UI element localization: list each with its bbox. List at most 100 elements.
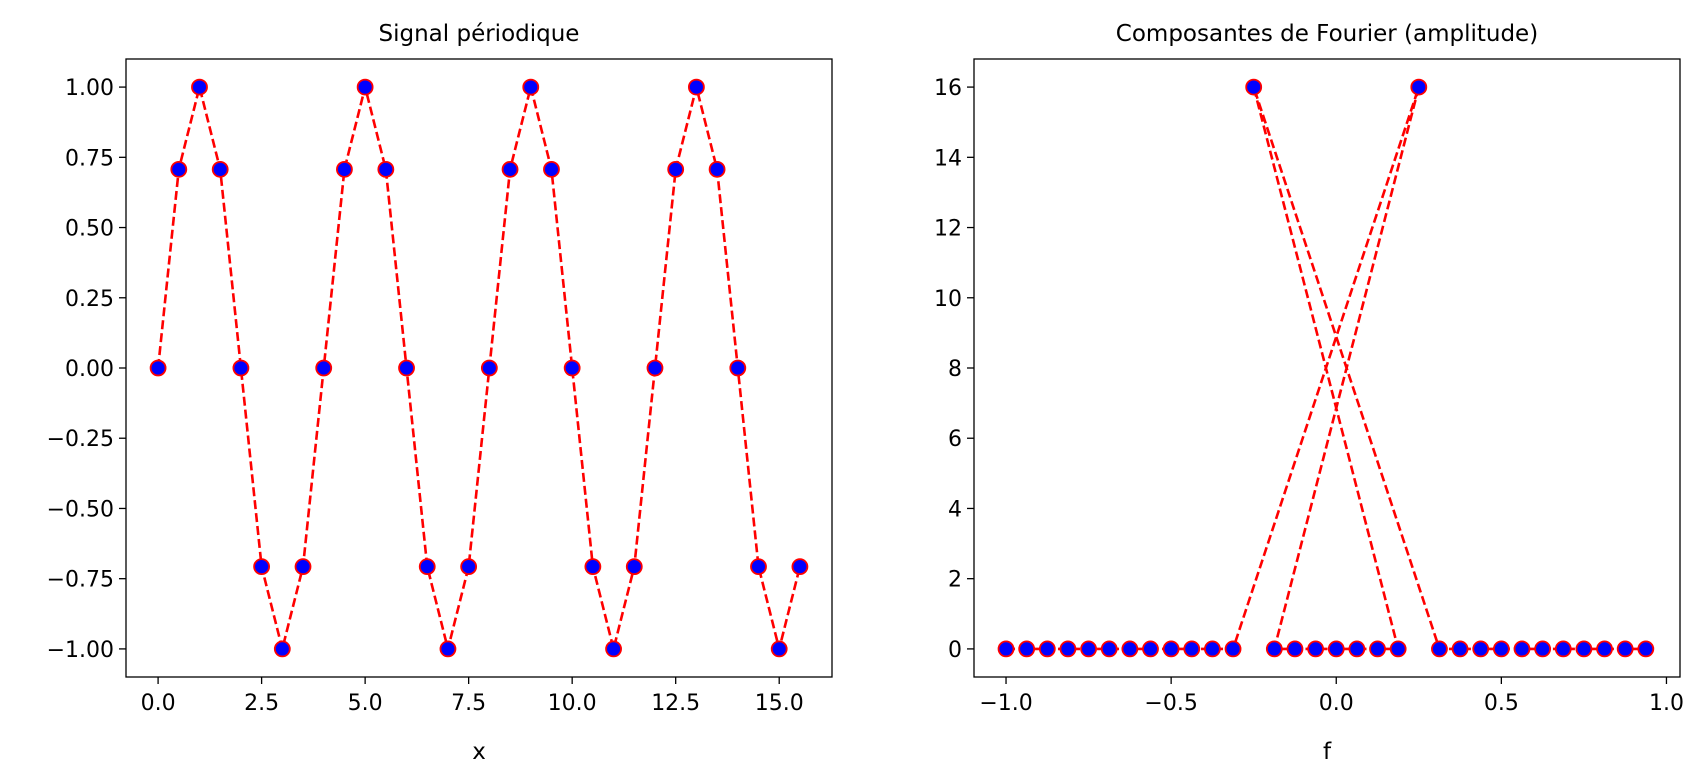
data-point: [398, 359, 415, 377]
data-point: [1059, 640, 1077, 658]
data-point: [273, 640, 291, 658]
chart-signal: Signal périodique 0.0 2.5 5.0 7.5 10.0 12.5 15…: [47, 21, 833, 765]
x-tick-label: 0.0: [1319, 691, 1354, 716]
data-point: [315, 359, 333, 377]
data-point: [1369, 640, 1386, 658]
y-tick-label: −0.25: [47, 427, 114, 452]
x-tick-label: 1.0: [1649, 691, 1684, 716]
data-point: [646, 359, 664, 377]
x-axis-label: x: [472, 739, 486, 765]
data-point: [667, 160, 685, 178]
data-point: [191, 78, 208, 96]
data-point: [750, 558, 767, 576]
plot-area: −1.0 −0.5 0.0 0.5 1.0 0 2 4 6 8 10 12 14 16: [934, 76, 1684, 716]
x-tick-label: 0.5: [1484, 691, 1519, 716]
data-point: [1637, 640, 1655, 658]
x-axis-label: f: [1323, 739, 1332, 765]
y-tick-label: −0.75: [47, 568, 114, 593]
y-tick-label: 0.75: [65, 146, 114, 171]
y-tick-label: 14: [934, 146, 962, 171]
data-point: [729, 359, 747, 377]
data-point: [1183, 640, 1201, 658]
data-point: [377, 160, 395, 178]
data-point: [439, 640, 457, 658]
axes-frame: [973, 58, 1681, 678]
data-point: [356, 78, 374, 96]
data-point: [1492, 640, 1510, 658]
data-point: [1410, 78, 1428, 96]
y-tick-label: −1.00: [47, 638, 114, 663]
data-point: [1389, 640, 1407, 658]
data-point: [1121, 640, 1139, 658]
data-point: [1534, 640, 1552, 658]
chart-title: Composantes de Fourier (amplitude): [1116, 21, 1538, 47]
x-tick-label: 12.5: [651, 691, 700, 716]
y-tick-label: 0.50: [65, 217, 114, 242]
data-point: [211, 160, 229, 178]
data-point: [543, 160, 560, 178]
x-tick-label: 10.0: [548, 691, 597, 716]
y-tick-label: 6: [948, 427, 962, 452]
data-point: [1451, 640, 1469, 658]
y-tick-label: 8: [948, 357, 962, 382]
axes-frame: [125, 58, 833, 678]
data-point: [1596, 640, 1613, 658]
data-point: [1327, 640, 1345, 658]
y-tick-label: 2: [948, 568, 962, 593]
data-point: [460, 558, 478, 576]
x-tick-label: −1.0: [979, 691, 1032, 716]
x-tick-label: −0.5: [1144, 691, 1197, 716]
data-point: [1265, 640, 1283, 658]
y-tick-label: 12: [934, 217, 962, 242]
data-point: [687, 78, 705, 96]
data-point: [1307, 640, 1325, 658]
x-tick-label: 0.0: [141, 691, 176, 716]
data-point: [336, 160, 353, 178]
data-point: [1162, 640, 1180, 658]
chart-fourier: Composantes de Fourier (amplitude) −1.0−…: [934, 21, 1684, 765]
data-point: [791, 558, 809, 576]
data-point: [1348, 640, 1366, 658]
y-tick-label: 10: [934, 287, 962, 312]
data-point: [605, 640, 622, 658]
series-line: [156, 85, 802, 651]
data-point: [1080, 640, 1097, 658]
data-point: [170, 160, 188, 178]
data-point: [1038, 640, 1056, 658]
y-tick-label: 1.00: [65, 76, 114, 101]
data-point: [418, 558, 436, 576]
data-point: [1431, 640, 1448, 658]
data-point: [253, 558, 271, 576]
chart-title: Signal périodique: [379, 21, 580, 47]
data-point: [708, 160, 726, 178]
x-tick-label: 7.5: [451, 691, 486, 716]
data-point: [149, 359, 167, 377]
y-tick-label: 0.25: [65, 287, 114, 312]
y-tick-label: 16: [934, 76, 962, 101]
data-point: [1245, 78, 1263, 96]
y-tick-label: 4: [948, 497, 962, 522]
data-point: [480, 359, 498, 377]
y-tick-label: 0.00: [65, 357, 114, 382]
x-tick-label: 5.0: [348, 691, 383, 716]
data-point: [1554, 640, 1572, 658]
x-tick-label: 15.0: [755, 691, 804, 716]
data-point: [1018, 640, 1036, 658]
plot-area: 0.0 2.5 5.0 7.5 10.0 12.5 15.0 1.00 0.75 0.50 0.25…: [47, 76, 809, 716]
data-point: [997, 640, 1015, 658]
y-tick-label: −0.50: [47, 497, 114, 522]
data-point: [1575, 640, 1593, 658]
data-point: [584, 558, 602, 576]
data-point: [294, 558, 312, 576]
data-point: [522, 78, 540, 96]
data-point: [1142, 640, 1159, 658]
data-point: [1100, 640, 1118, 658]
y-tick-label: 0: [948, 638, 962, 663]
data-point: [1204, 640, 1221, 658]
data-point: [1513, 640, 1531, 658]
data-point: [770, 640, 788, 658]
data-point: [232, 359, 250, 377]
data-point: [625, 558, 643, 576]
